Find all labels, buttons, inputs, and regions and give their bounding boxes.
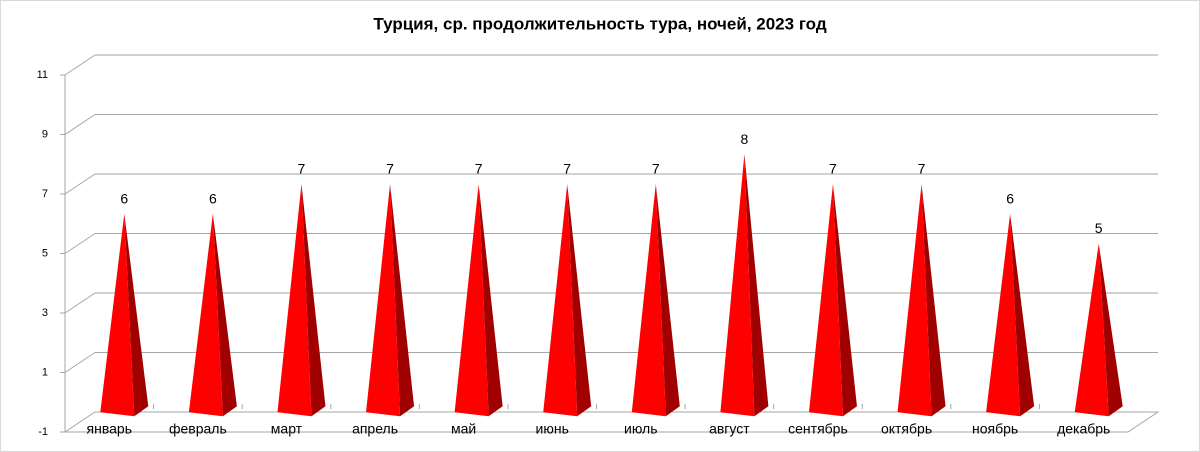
pyramid-front bbox=[366, 184, 401, 417]
data-label: 6 bbox=[209, 190, 217, 206]
data-label: 7 bbox=[652, 161, 660, 177]
pyramid-side bbox=[301, 184, 326, 417]
data-label: 7 bbox=[918, 161, 926, 177]
pyramid-side bbox=[567, 184, 592, 417]
pyramid-side bbox=[744, 154, 769, 417]
pyramid-side bbox=[212, 213, 237, 417]
x-tick-label: апрель bbox=[352, 421, 398, 437]
x-tick-label: октябрь bbox=[881, 421, 932, 437]
pyramid bbox=[100, 213, 149, 417]
pyramid-front bbox=[543, 184, 578, 417]
x-tick-label: март bbox=[271, 421, 303, 437]
pyramid-front bbox=[808, 184, 843, 417]
pyramid-front bbox=[1074, 243, 1109, 417]
x-tick-label: май bbox=[451, 421, 476, 437]
pyramid-front bbox=[631, 184, 666, 417]
x-tick-label: июль bbox=[624, 421, 657, 437]
x-tick-label: февраль bbox=[169, 421, 227, 437]
pyramid bbox=[543, 184, 592, 417]
chart-title: Турция, ср. продолжительность тура, ноче… bbox=[373, 14, 826, 33]
y-tick-label: 1 bbox=[42, 366, 48, 378]
x-tick-label: июнь bbox=[536, 421, 569, 437]
x-tick-label: август bbox=[709, 421, 750, 437]
pyramid-front bbox=[720, 154, 755, 417]
pyramid-side bbox=[832, 184, 857, 417]
pyramid bbox=[277, 184, 326, 417]
floor bbox=[63, 411, 1160, 433]
y-tick-label: -1 bbox=[38, 426, 48, 438]
x-tick-label: ноябрь bbox=[972, 421, 1018, 437]
y-tick-label: 3 bbox=[42, 307, 48, 319]
pyramid-side bbox=[478, 184, 503, 417]
data-label: 7 bbox=[475, 161, 483, 177]
grid-line bbox=[64, 233, 96, 254]
data-label: 7 bbox=[829, 161, 837, 177]
pyramid bbox=[1074, 243, 1123, 417]
pyramid-side bbox=[390, 184, 415, 417]
pyramid-front bbox=[277, 184, 312, 417]
pyramid bbox=[188, 213, 237, 417]
grid-line bbox=[64, 173, 96, 195]
pyramid bbox=[366, 184, 415, 417]
data-label: 5 bbox=[1095, 220, 1103, 236]
pyramid bbox=[631, 184, 680, 417]
grid-line bbox=[64, 114, 96, 135]
grid-line bbox=[64, 54, 96, 76]
pyramid-side bbox=[921, 184, 946, 417]
pyramid bbox=[986, 213, 1035, 417]
pyramid-side bbox=[655, 184, 680, 417]
y-tick-label: 9 bbox=[42, 128, 48, 140]
pyramid-front bbox=[188, 213, 223, 417]
pyramid-front bbox=[454, 184, 489, 417]
y-tick-label: 7 bbox=[42, 188, 48, 200]
data-label: 7 bbox=[563, 161, 571, 177]
x-tick-label: декабрь bbox=[1057, 421, 1110, 437]
data-label: 6 bbox=[1006, 190, 1014, 206]
data-label: 8 bbox=[740, 131, 748, 147]
pyramid-front bbox=[100, 213, 135, 417]
grid-line bbox=[64, 352, 96, 373]
data-label: 7 bbox=[298, 161, 306, 177]
grid-line bbox=[64, 292, 96, 314]
pyramid bbox=[897, 184, 946, 417]
pyramid-side bbox=[124, 213, 149, 417]
pyramid bbox=[454, 184, 503, 417]
pyramid-side bbox=[1010, 213, 1035, 417]
pyramid-front bbox=[986, 213, 1021, 417]
x-tick-label: сентябрь bbox=[788, 421, 848, 437]
data-label: 6 bbox=[120, 190, 128, 206]
y-tick-label: 5 bbox=[42, 247, 48, 259]
pyramid bbox=[808, 184, 857, 417]
pyramid-front bbox=[897, 184, 932, 417]
pyramid-side bbox=[1098, 243, 1123, 417]
data-label: 7 bbox=[386, 161, 394, 177]
pyramid bbox=[720, 154, 769, 417]
x-tick-label: январь bbox=[87, 421, 132, 437]
y-tick-label: 11 bbox=[37, 69, 48, 81]
